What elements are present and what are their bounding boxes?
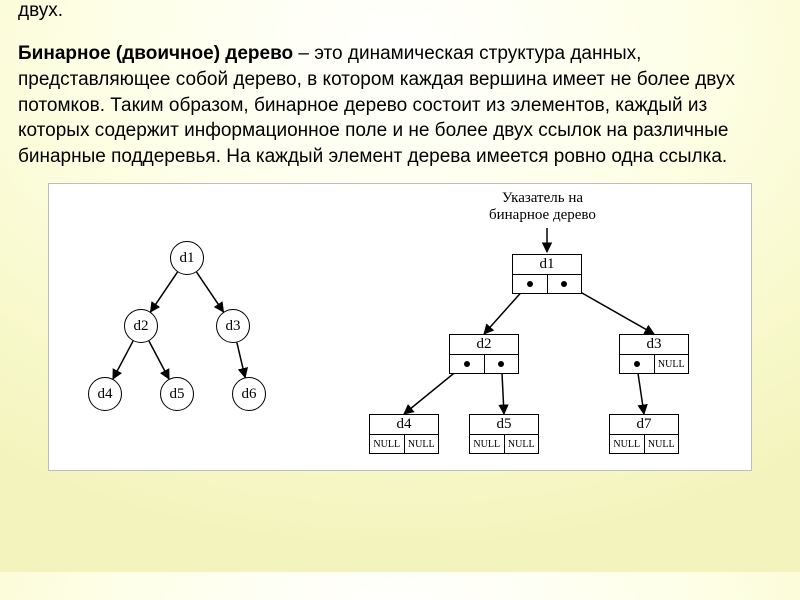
- box-node-label: d7: [610, 415, 678, 435]
- definition-term: Бинарное (двоичное) дерево: [18, 43, 293, 64]
- left-pointer-cell: [620, 355, 654, 373]
- box-node-label: d1: [513, 255, 581, 275]
- box-node-d3: d3NULL: [619, 334, 689, 374]
- box-node-d1: d1: [512, 254, 582, 294]
- right-pointer-cell: NULL: [504, 435, 539, 453]
- left-pointer-cell: NULL: [610, 435, 644, 453]
- box-node-label: d5: [470, 415, 538, 435]
- partial-line-2: двух.: [18, 0, 782, 23]
- right-pointer-cell: NULL: [654, 355, 689, 373]
- left-pointer-cell: NULL: [470, 435, 504, 453]
- right-pointer-cell: [484, 355, 519, 373]
- pointer-caption: Указатель набинарное дерево: [489, 190, 596, 223]
- box-node-label: d2: [450, 335, 518, 355]
- binary-tree-figure: Указатель набинарное дерево d1d2d3d4d5d6…: [48, 183, 752, 471]
- box-node-label: d3: [620, 335, 688, 355]
- box-node-d4: d4NULLNULL: [369, 414, 439, 454]
- left-pointer-cell: [450, 355, 484, 373]
- right-pointer-cell: [547, 275, 582, 293]
- box-node-label: d4: [370, 415, 438, 435]
- box-node-d7: d7NULLNULL: [609, 414, 679, 454]
- box-node-d5: d5NULLNULL: [469, 414, 539, 454]
- left-pointer-cell: NULL: [370, 435, 404, 453]
- definition-paragraph: Бинарное (двоичное) дерево – это динамич…: [18, 41, 782, 169]
- right-pointer-cell: NULL: [404, 435, 439, 453]
- left-pointer-cell: [513, 275, 547, 293]
- box-node-d2: d2: [449, 334, 519, 374]
- right-pointer-cell: NULL: [644, 435, 679, 453]
